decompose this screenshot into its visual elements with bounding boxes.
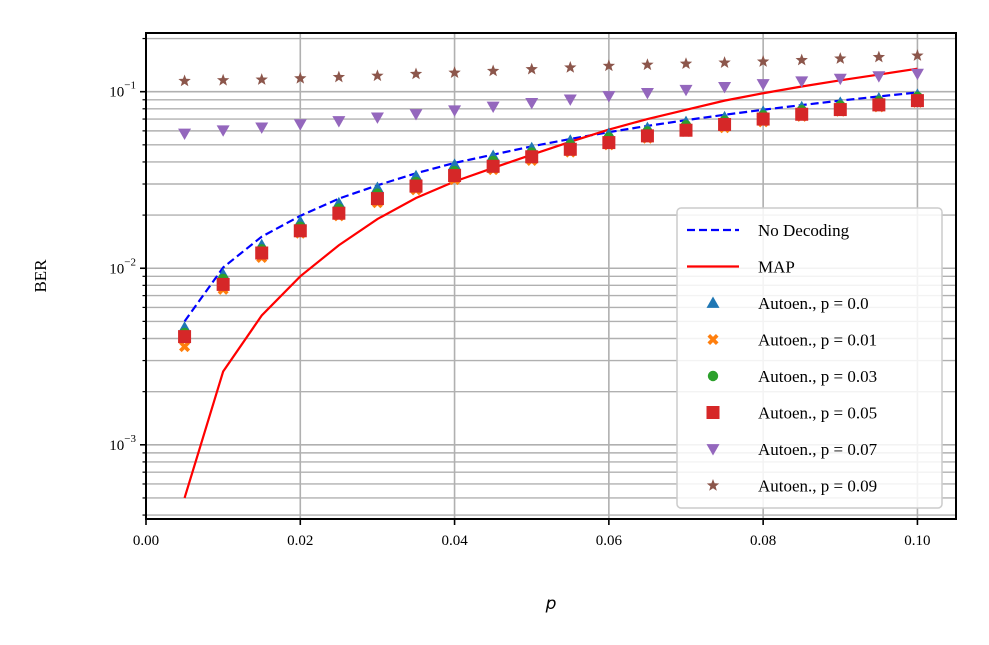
data-point-autoen-p-0-07 [486,101,500,113]
data-point-autoen-p-0-05 [910,94,924,108]
data-point-autoen-p-0-09 [332,70,346,83]
data-point-autoen-p-0-05 [679,123,693,137]
data-point-autoen-p-0-07 [718,81,732,94]
data-point-autoen-p-0-07 [563,94,577,106]
data-point-autoen-p-0-05 [563,142,577,156]
legend-label-autoen-p-0-0: Autoen., p = 0.0 [758,294,869,313]
data-point-autoen-p-0-05 [640,129,654,143]
data-point-autoen-p-0-05 [370,192,384,206]
data-point-autoen-p-0-05 [795,107,809,121]
data-point-autoen-p-0-09 [371,69,384,82]
data-point-autoen-p-0-07 [448,105,462,117]
data-point-autoen-p-0-07 [255,122,269,134]
data-point-autoen-p-0-05 [216,277,230,291]
data-point-autoen-p-0-09 [409,67,423,80]
data-point-autoen-p-0-07 [756,79,770,91]
series-markers [178,49,924,353]
data-point-autoen-p-0-09 [718,56,731,68]
data-point-autoen-p-0-05 [255,246,269,260]
data-point-autoen-p-0-09 [795,53,808,66]
data-point-autoen-p-0-01 [179,341,191,353]
data-point-autoen-p-0-09 [294,71,307,84]
data-point-autoen-p-0-07 [216,125,230,137]
data-point-autoen-p-0-07 [370,112,384,124]
data-point-autoen-p-0-07 [409,109,423,121]
legend-swatch-autoen-p-0-07 [706,444,720,456]
data-point-autoen-p-0-05 [525,150,539,164]
data-point-autoen-p-0-07 [795,76,809,88]
x-tick-label: 0.08 [750,533,776,549]
legend-swatch-autoen-p-0-09 [706,479,720,491]
legend-label-autoen-p-0-03: Autoen., p = 0.03 [758,367,877,386]
legend-swatch-autoen-p-0-05 [706,406,720,419]
data-point-autoen-p-0-09 [911,49,924,61]
data-point-autoen-p-0-09 [525,62,538,75]
x-tick-label: 0.02 [287,533,313,549]
legend-swatch-autoen-p-0-03 [707,370,719,382]
data-point-autoen-p-0-07 [602,91,616,103]
data-point-autoen-p-0-09 [178,74,191,87]
x-tick-label: 0.06 [596,533,623,549]
legend-box [676,207,943,509]
legend-swatch-autoen-p-0-0 [706,296,720,308]
series-line-no-decoding [183,91,918,323]
data-point-autoen-p-0-09 [641,58,654,71]
data-point-autoen-p-0-05 [718,117,732,131]
legend-swatch-autoen-p-0-01 [707,333,719,346]
x-tick-label: 0.04 [441,533,468,549]
data-point-autoen-p-0-05 [872,98,886,112]
data-point-autoen-p-0-0 [448,158,462,170]
data-point-autoen-p-0-07 [833,73,847,86]
data-point-autoen-p-0-09 [448,66,461,79]
legend-label-autoen-p-0-01: Autoen., p = 0.01 [758,331,877,350]
x-axis-label: p [545,594,557,614]
series-lines [183,67,918,499]
legend: No Decoding MAP Autoen., p = 0.0 Autoen., p… [676,207,943,509]
data-point-autoen-p-0-05 [409,179,423,193]
legend-label-autoen-p-0-05: Autoen., p = 0.05 [758,404,877,423]
data-point-autoen-p-0-09 [756,55,770,67]
data-point-autoen-p-0-09 [602,59,616,72]
data-point-autoen-p-0-09 [255,73,268,85]
data-point-autoen-p-0-09 [486,64,500,77]
data-point-autoen-p-0-07 [679,84,693,97]
legend-label-autoen-p-0-07: Autoen., p = 0.07 [758,440,878,459]
data-point-autoen-p-0-05 [756,112,770,126]
data-point-autoen-p-0-05 [602,136,616,150]
data-point-autoen-p-0-05 [448,169,462,183]
data-point-autoen-p-0-09 [564,61,577,73]
data-point-autoen-p-0-09 [216,73,230,86]
data-point-autoen-p-0-05 [178,330,192,344]
y-tick-label: 10−1 [109,80,136,101]
legend-label-no-decoding: No Decoding [758,221,850,240]
y-tick-label: 10−2 [109,256,136,277]
data-point-autoen-p-0-09 [872,50,886,63]
data-point-autoen-p-0-07 [872,71,886,83]
x-tick-label: 0.10 [904,533,930,549]
data-point-autoen-p-0-07 [525,97,539,110]
data-point-autoen-p-0-05 [833,103,847,117]
data-point-autoen-p-0-05 [293,224,307,238]
data-point-autoen-p-0-05 [332,206,346,220]
data-point-autoen-p-0-07 [178,128,192,140]
legend-label-map: MAP [758,258,795,277]
y-axis-label: BER [31,259,50,293]
data-point-autoen-p-0-07 [640,87,654,100]
data-point-autoen-p-0-09 [834,52,847,64]
data-point-autoen-p-0-05 [486,159,500,173]
data-point-autoen-p-0-07 [910,68,924,81]
x-tick-label: 0.00 [133,533,159,549]
data-point-autoen-p-0-07 [332,116,346,128]
data-point-autoen-p-0-09 [679,57,693,69]
series-line-map [183,67,918,499]
legend-label-autoen-p-0-09: Autoen., p = 0.09 [758,477,877,496]
data-point-autoen-p-0-07 [293,119,307,131]
y-tick-label: 10−3 [109,433,136,454]
axis-ticks: 0.00 0.02 0.04 0.06 0.08 0.10 10−3 10−2 10−1 [109,37,931,549]
